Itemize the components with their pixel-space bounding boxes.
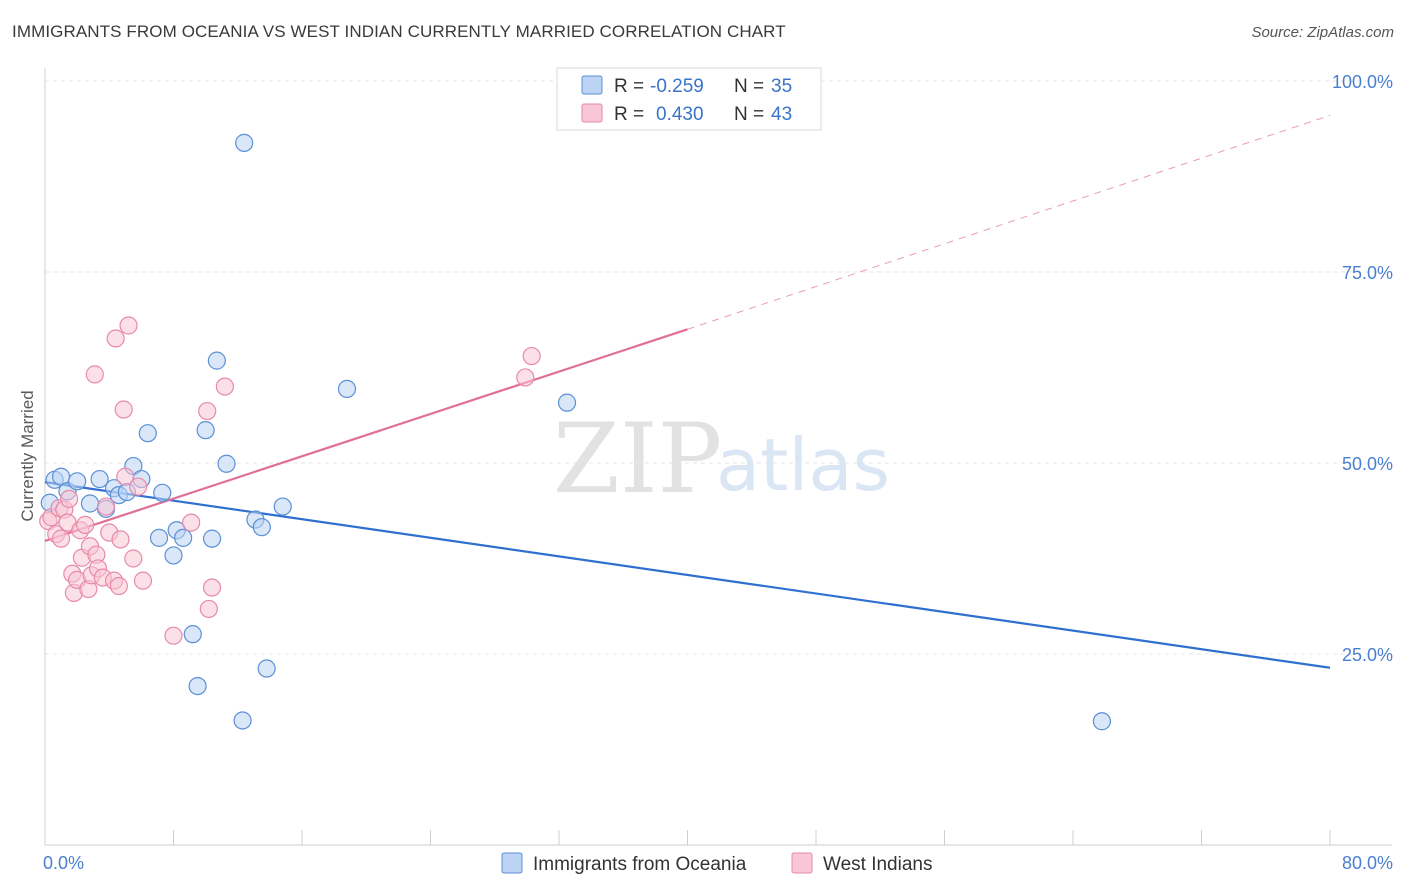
oceania-point [235, 133, 254, 152]
series-legend-swatch-west-indians [791, 852, 813, 874]
oceania-point [164, 546, 183, 565]
grid-lines [45, 80, 1392, 655]
legend-r-value-1: -0.259 [650, 76, 704, 97]
series-legend: Immigrants from Oceania West Indians [501, 852, 932, 875]
series-legend-label-west-indians: West Indians [823, 854, 932, 875]
legend-swatch-blue [581, 75, 603, 95]
watermark-zip: ZIP [553, 403, 722, 515]
y-tick-label: 75.0% [1342, 263, 1393, 283]
west-indians-point [76, 515, 95, 534]
west-indians-point [124, 549, 143, 568]
y-tick-label: 100.0% [1332, 72, 1393, 92]
west-indians-point [164, 626, 183, 645]
y-tick-labels: 25.0% 50.0% 75.0% 100.0% [1332, 72, 1393, 665]
axes [44, 68, 1392, 846]
legend-r-label-2: R = [614, 104, 644, 125]
x-tick-label: 80.0% [1342, 853, 1393, 873]
legend-n-label-1: N = [734, 76, 764, 97]
x-tick-label: 0.0% [43, 853, 84, 873]
oceania-point [252, 518, 271, 537]
west-indians-point [133, 571, 153, 590]
oceania-point [188, 676, 207, 696]
data-points [39, 133, 1112, 731]
west-indians-point [106, 329, 125, 348]
y-tick-label: 25.0% [1342, 645, 1393, 665]
chart-title: IMMIGRANTS FROM OCEANIA VS WEST INDIAN C… [12, 22, 786, 41]
west-indians-point [51, 529, 71, 548]
west-indians-point [111, 530, 130, 549]
west-indians-point [116, 467, 135, 486]
oceania-point [233, 711, 252, 730]
oceania-point [68, 472, 87, 491]
legend-r-value-2: 0.430 [656, 104, 704, 125]
oceania-point [207, 351, 226, 370]
oceania-point [217, 454, 236, 473]
legend-r-label-1: R = [614, 76, 644, 97]
west-indians-trend-line [44, 328, 688, 542]
legend-n-label-2: N = [734, 104, 764, 125]
correlation-legend: R = -0.259 N = 35 R = 0.430 N = 43 [556, 67, 822, 131]
watermark-atlas: atlas [716, 423, 890, 507]
west-indians-point [114, 400, 133, 419]
y-axis-label: Currently Married [18, 390, 37, 521]
west-indians-point [129, 477, 148, 496]
west-indians-point [522, 346, 541, 366]
legend-n-value-1: 35 [771, 76, 792, 97]
west-indians-point [182, 513, 201, 532]
oceania-point [257, 659, 276, 678]
legend-n-value-2: 43 [771, 104, 792, 125]
oceania-point [138, 424, 157, 443]
oceania-point [1092, 712, 1112, 731]
west-indians-point [202, 578, 222, 597]
oceania-point [202, 529, 222, 548]
trend-lines [44, 114, 1331, 669]
west-indians-point [215, 377, 234, 396]
oceania-point [80, 494, 100, 513]
west-indians-point [198, 401, 217, 421]
oceania-point [174, 528, 193, 547]
oceania-point [196, 421, 215, 440]
west-indians-point [119, 316, 138, 335]
oceania-point [273, 497, 292, 516]
source-label: Source: ZipAtlas.com [1251, 24, 1394, 41]
west-indians-point [109, 576, 128, 596]
west-indians-point [516, 368, 535, 387]
west-indians-point [59, 489, 79, 509]
west-indians-point [199, 599, 218, 619]
west-indians-point [96, 497, 116, 516]
series-legend-label-oceania: Immigrants from Oceania [533, 854, 747, 875]
oceania-point [90, 469, 109, 489]
watermark: ZIP atlas [553, 403, 890, 515]
oceania-point [153, 483, 172, 502]
oceania-point [557, 393, 577, 412]
legend-swatch-pink [581, 103, 603, 123]
oceania-point [337, 379, 357, 398]
oceania-point [183, 625, 202, 644]
oceania-point [149, 528, 169, 547]
west-indians-point [85, 365, 104, 384]
y-tick-label: 50.0% [1342, 454, 1393, 474]
west-indians-trend-extension [687, 114, 1331, 330]
series-legend-swatch-oceania [501, 852, 523, 874]
x-tick-labels: 0.0% 80.0% [43, 853, 1393, 873]
